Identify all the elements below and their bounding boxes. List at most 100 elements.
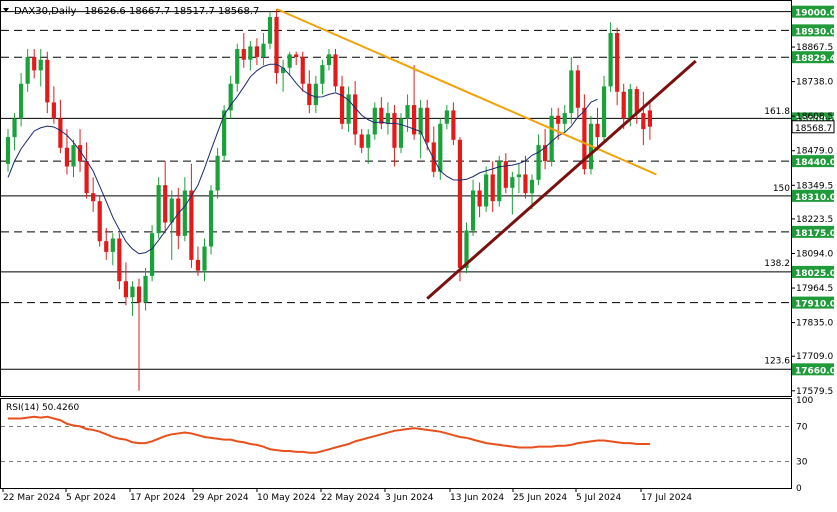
candle-58: [385, 102, 390, 135]
y-tick-9: 18738.0: [796, 78, 833, 88]
candle-29: [195, 246, 201, 276]
y-tick-0: 17579.5: [796, 387, 833, 397]
candle-16: [110, 233, 115, 266]
x-tick-9: 5 Jul 2024: [576, 493, 621, 503]
candle-91: [601, 75, 607, 143]
candle-41: [274, 9, 279, 84]
svg-text:18829.4: 18829.4: [795, 54, 836, 64]
candle-23: [156, 177, 161, 239]
candle-57: [379, 97, 384, 130]
y-tick-4: 18094.0: [796, 249, 833, 259]
candle-31: [208, 185, 214, 255]
candle-24: [163, 161, 168, 234]
level-label-1: 18930.0: [792, 24, 836, 37]
candle-49: [326, 49, 332, 71]
candle-30: [202, 238, 207, 282]
candle-51: [339, 75, 345, 130]
level-label-9: 17660.0: [792, 363, 836, 376]
level-label-8: 17910.0: [792, 296, 836, 310]
svg-text:18440.0: 18440.0: [795, 158, 836, 168]
candle-4: [32, 49, 37, 79]
candle-22: [150, 225, 155, 282]
candle-96: [634, 86, 639, 124]
y-tick-3: 17964.5: [796, 284, 833, 294]
x-tick-5: 22 May 2024: [321, 493, 380, 503]
candle-68: [451, 102, 456, 146]
candle-47: [313, 75, 318, 114]
candle-44: [294, 51, 299, 66]
candle-8: [58, 99, 63, 154]
candle-71: [470, 179, 476, 236]
y-tick-7: 18479.0: [796, 147, 833, 157]
candle-18: [123, 262, 128, 306]
candle-64: [425, 99, 430, 151]
candle-66: [438, 118, 443, 180]
candle-81: [536, 134, 541, 186]
candle-21: [143, 267, 148, 311]
candle-65: [431, 126, 436, 178]
x-tick-8: 25 Jun 2024: [513, 493, 567, 503]
y-tick-8: 18608.5: [796, 112, 833, 122]
fib-label-2: 150: [773, 184, 790, 194]
fib-label-4: 123.6: [764, 356, 790, 366]
candle-3: [25, 49, 30, 92]
candle-12: [84, 142, 89, 199]
candle-80: [529, 174, 535, 210]
candle-94: [621, 83, 626, 130]
candle-85: [562, 105, 567, 132]
candle-35: [235, 43, 240, 92]
candle-26: [176, 187, 181, 250]
last-price-label: 18568.7: [791, 120, 835, 134]
candle-45: [300, 51, 305, 92]
symbol-header: DAX30,Daily 18626.6 18667.7 18517.7 18568…: [14, 6, 259, 17]
x-tick-10: 17 Jul 2024: [641, 493, 692, 503]
candle-37: [248, 41, 253, 71]
candle-48: [320, 59, 325, 95]
fib-label-1: 161.8: [764, 107, 790, 117]
x-tick-0: 22 Mar 2024: [3, 493, 60, 503]
rsi-tick-70: 70: [796, 422, 808, 432]
candle-39: [261, 33, 266, 66]
x-tick-1: 5 Apr 2024: [66, 493, 116, 503]
candle-83: [549, 107, 554, 167]
candle-38: [254, 38, 259, 66]
candle-28: [189, 163, 194, 268]
svg-text:18568.7: 18568.7: [795, 124, 832, 134]
candle-86: [569, 57, 574, 124]
candle-53: [353, 81, 358, 146]
candle-79: [523, 155, 528, 199]
level-label-2: 18829.4: [792, 51, 836, 64]
candle-59: [392, 105, 397, 167]
dropdown-triangle-icon[interactable]: [3, 8, 9, 12]
rsi-tick-30: 30: [796, 458, 808, 468]
candle-5: [38, 49, 43, 87]
resistance-trendline[interactable]: [276, 8, 657, 176]
candle-2: [19, 73, 24, 127]
y-tick-2: 17835.0: [796, 319, 833, 329]
candle-77: [510, 171, 515, 215]
candle-73: [484, 166, 489, 212]
y-tick-1: 17709.0: [796, 352, 833, 362]
candle-20: [136, 278, 142, 391]
candle-78: [516, 163, 521, 194]
candle-10: [71, 139, 76, 178]
candle-87: [575, 65, 580, 119]
candle-52: [346, 86, 351, 132]
svg-text:18930.0: 18930.0: [795, 27, 836, 37]
moving-average-line: [7, 63, 598, 255]
x-tick-7: 13 Jun 2024: [450, 493, 504, 503]
rsi-line: [8, 415, 650, 454]
candle-36: [241, 33, 246, 68]
candle-25: [169, 190, 174, 260]
candle-74: [490, 161, 495, 212]
svg-text:17910.0: 17910.0: [795, 300, 836, 310]
candle-43: [287, 51, 292, 76]
svg-text:18310.0: 18310.0: [795, 193, 836, 203]
candle-13: [91, 177, 96, 212]
support-trendline[interactable]: [426, 59, 697, 300]
level-label-6: 18175.0: [792, 225, 836, 239]
level-label-7: 18025.0: [792, 265, 836, 279]
rsi-title: RSI(14) 50.4260: [6, 403, 79, 413]
candle-98: [647, 99, 652, 140]
